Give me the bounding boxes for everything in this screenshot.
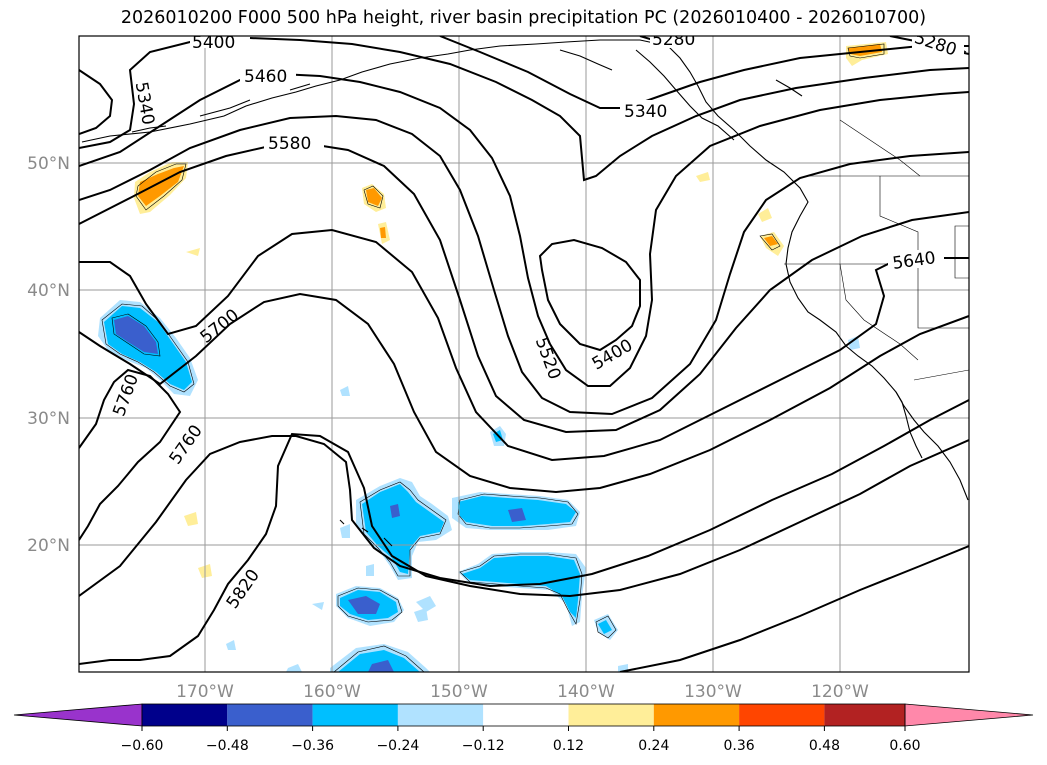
precip-negative-patch	[366, 564, 374, 576]
contour-5580	[79, 142, 969, 434]
colorbar-bin	[397, 704, 484, 726]
lon-label: 130°W	[684, 682, 742, 702]
latitude-labels: 50°N 40°N 30°N 20°N	[27, 154, 70, 556]
contour-5760	[79, 399, 969, 597]
contour-5880	[619, 545, 969, 672]
precip-negative-patch	[226, 640, 236, 650]
precip-negative-patch	[340, 524, 350, 538]
precip-negative-patch	[362, 484, 444, 574]
lon-label: 140°W	[557, 682, 615, 702]
contour-5340	[79, 69, 114, 135]
contour-label: 5340	[624, 102, 667, 122]
contour-label: 5400	[192, 33, 235, 53]
precip-positive-patch	[366, 188, 382, 206]
contour-label: 5460	[244, 67, 287, 87]
colorbar-tick-label: 0.36	[724, 738, 755, 754]
colorbar-tick-label: 0.24	[638, 738, 669, 754]
colorbar-over-extend	[904, 703, 1034, 727]
political-borders	[784, 119, 969, 381]
colorbar-tick-label: −0.24	[376, 738, 419, 754]
contour-5520	[79, 114, 969, 416]
contour-5700	[79, 292, 969, 494]
colorbar-tick-label: −0.60	[121, 738, 164, 754]
precip-negative-patch	[340, 386, 350, 396]
colorbar-tick-label: 0.60	[889, 738, 920, 754]
precip-positive-patch	[764, 236, 778, 246]
lon-label: 170°W	[176, 682, 234, 702]
precip-negative-patch	[416, 596, 436, 612]
colorbar-ticks	[141, 726, 906, 731]
colorbar-bin	[227, 704, 313, 726]
precip-negative-patch	[338, 650, 420, 672]
contour-5760	[79, 368, 182, 541]
height-contours	[79, 36, 969, 672]
colorbar-tick-label: −0.36	[291, 738, 334, 754]
colorbar-bin	[483, 704, 569, 726]
contour-5640	[79, 228, 969, 462]
lat-label: 50°N	[27, 154, 70, 174]
precip-negative-patch	[390, 504, 400, 518]
colorbar-bin	[739, 704, 825, 726]
precip-negative-patch	[598, 620, 612, 634]
contour-5400	[79, 37, 231, 149]
colorbar-tick-label: −0.48	[206, 738, 249, 754]
lon-label: 120°W	[811, 682, 869, 702]
colorbar: −0.60 −0.48 −0.36 −0.24 −0.12 0.12 0.24 …	[13, 703, 1034, 754]
graticule	[79, 36, 969, 672]
precip-positive-patch	[758, 208, 772, 222]
precip-negative-patch	[348, 596, 380, 614]
precip-negative-patch	[312, 602, 324, 610]
colorbar-bin	[142, 704, 228, 726]
precip-negative-patch	[368, 660, 394, 672]
map-panel: 5400 5460 5280 5280 5340 5340 5580 5700 …	[78, 30, 970, 673]
contour-label: 5280	[652, 30, 695, 50]
colorbar-bin	[824, 704, 905, 726]
lat-label: 40°N	[27, 281, 70, 301]
colorbar-bin	[312, 704, 398, 726]
precip-positive-patch	[184, 512, 198, 526]
contour-label: 5580	[268, 134, 311, 154]
precip-shading	[98, 42, 888, 672]
colorbar-tick-label: 0.12	[553, 738, 584, 754]
contour-5820	[79, 432, 969, 665]
colorbar-tick-label: 0.48	[809, 738, 840, 754]
colorbar-under-extend	[13, 703, 143, 727]
colorbar-bin	[653, 704, 740, 726]
contour-5400-cutoff	[538, 238, 641, 352]
precip-negative-patch	[414, 608, 428, 622]
precip-negative-patch	[848, 336, 860, 350]
contour-5340	[439, 36, 969, 109]
lat-label: 20°N	[27, 536, 70, 556]
longitude-labels: 170°W 160°W 150°W 140°W 130°W 120°W	[176, 682, 869, 702]
colorbar-tick-label: −0.12	[462, 738, 505, 754]
precip-positive-patch	[380, 227, 386, 238]
precip-negative-patch	[114, 316, 158, 354]
precip-positive-patch	[186, 248, 200, 256]
coastlines	[81, 39, 969, 547]
precip-negative-patch	[286, 664, 302, 672]
precip-negative-patch	[508, 508, 526, 522]
colorbar-bin	[568, 704, 654, 726]
precip-positive-patch	[696, 172, 710, 182]
precip-negative-patch	[462, 556, 580, 618]
lon-label: 160°W	[303, 682, 361, 702]
lat-label: 30°N	[27, 409, 70, 429]
map-frame	[78, 35, 970, 673]
lon-label: 150°W	[430, 682, 488, 702]
map-title: 2026010200 F000 500 hPa height, river ba…	[120, 8, 927, 28]
contour-5400	[249, 37, 969, 182]
